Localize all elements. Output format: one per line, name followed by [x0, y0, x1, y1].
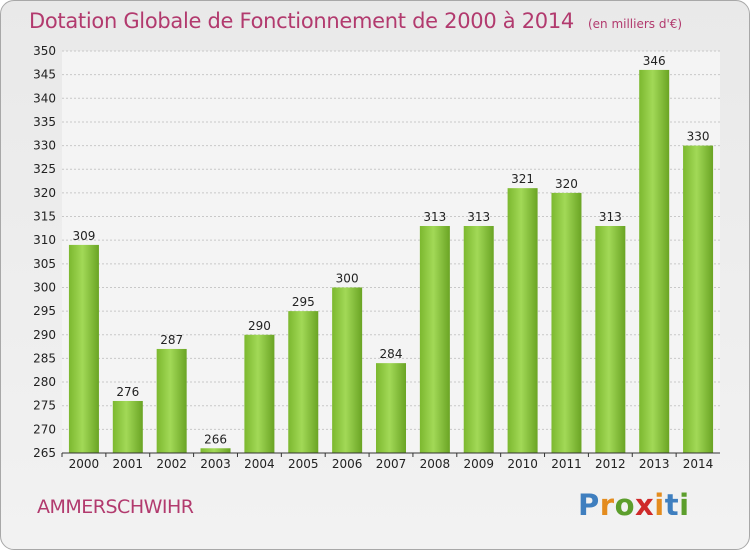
- data-label-2003: 266: [204, 432, 227, 446]
- data-label-2012: 313: [599, 210, 622, 224]
- x-tick-label-2003: 2003: [200, 457, 231, 471]
- y-tick-label: 335: [33, 115, 56, 129]
- logo-letter: x: [635, 488, 655, 522]
- data-label-2011: 320: [555, 177, 578, 191]
- data-label-2009: 313: [467, 210, 490, 224]
- bar-2006: [332, 287, 363, 453]
- y-tick-label: 285: [33, 351, 56, 365]
- bar-2012: [595, 225, 626, 453]
- chart-title-text: Dotation Globale de Fonctionnement de 20…: [29, 9, 574, 33]
- x-tick-label-2002: 2002: [156, 457, 187, 471]
- x-tick-label-2013: 2013: [639, 457, 670, 471]
- x-tick-label-2006: 2006: [332, 457, 363, 471]
- y-tick-label: 305: [33, 257, 56, 271]
- proxiti-logo: Proxiti: [578, 488, 690, 522]
- y-tick-label: 320: [33, 186, 56, 200]
- data-label-2006: 300: [336, 271, 359, 285]
- chart-title: Dotation Globale de Fonctionnement de 20…: [29, 9, 682, 33]
- bar-2007: [376, 363, 406, 453]
- data-labels: 309 276 287 266 290 295 300 284 313 313 321 320 313 3…: [72, 54, 709, 446]
- data-label-2014: 330: [687, 130, 710, 144]
- data-label-2007: 284: [380, 347, 403, 361]
- logo-letter: r: [599, 488, 615, 522]
- x-tick-label-2007: 2007: [376, 457, 407, 471]
- x-tick-label-2008: 2008: [420, 457, 451, 471]
- logo-letter: t: [664, 488, 680, 522]
- x-tick-label-2012: 2012: [595, 457, 626, 471]
- data-label-2005: 295: [292, 295, 315, 309]
- x-tick-label-2000: 2000: [69, 457, 100, 471]
- y-tick-label: 280: [33, 375, 56, 389]
- bar-2003: [200, 448, 231, 453]
- x-tick-label-2005: 2005: [288, 457, 319, 471]
- commune-name: AMMERSCHWIHR: [37, 496, 194, 518]
- bar-2009: [463, 225, 494, 453]
- x-axis-ticks: 2000 2001 2002 2003 2004 2005 2006 2007 2008 2009…: [61, 453, 714, 471]
- logo-letter: P: [578, 488, 600, 522]
- y-tick-label: 295: [33, 304, 56, 318]
- bar-2000: [68, 244, 99, 453]
- y-tick-label: 350: [33, 44, 56, 58]
- x-tick-label-2001: 2001: [113, 457, 144, 471]
- x-tick-label-2014: 2014: [683, 457, 714, 471]
- y-tick-label: 270: [33, 422, 56, 436]
- y-axis-ticks: 265 270 275 280 285 290 295 300 305 310 315 320 325 3…: [33, 44, 56, 460]
- bar-2014: [683, 145, 714, 453]
- data-label-2013: 346: [643, 54, 666, 68]
- bar-2013: [639, 69, 670, 453]
- y-tick-label: 300: [33, 280, 56, 294]
- bars: [68, 69, 714, 453]
- x-tick-label-2011: 2011: [551, 457, 582, 471]
- bar-2004: [244, 334, 275, 453]
- data-label-2001: 276: [116, 385, 139, 399]
- y-tick-label: 330: [33, 139, 56, 153]
- bar-2005: [288, 311, 319, 453]
- y-tick-label: 345: [33, 68, 56, 82]
- x-tick-label-2009: 2009: [463, 457, 494, 471]
- data-label-2010: 321: [511, 172, 534, 186]
- data-label-2008: 313: [423, 210, 446, 224]
- bar-2001: [112, 400, 143, 453]
- bar-2011: [551, 192, 582, 453]
- data-label-2002: 287: [160, 333, 183, 347]
- x-tick-label-2010: 2010: [507, 457, 538, 471]
- y-tick-label: 310: [33, 233, 56, 247]
- y-tick-label: 275: [33, 399, 56, 413]
- y-tick-label: 340: [33, 91, 56, 105]
- data-label-2000: 309: [72, 229, 95, 243]
- y-tick-label: 290: [33, 328, 56, 342]
- data-label-2004: 290: [248, 319, 271, 333]
- x-tick-label-2004: 2004: [244, 457, 275, 471]
- logo-letter: i: [654, 488, 665, 522]
- y-tick-label: 315: [33, 210, 56, 224]
- y-tick-label: 325: [33, 162, 56, 176]
- bar-2008: [419, 225, 450, 453]
- logo-letter: o: [614, 488, 636, 522]
- y-tick-label: 265: [33, 446, 56, 460]
- bar-2002: [156, 348, 187, 453]
- logo-letter: i: [679, 488, 690, 522]
- chart-subtitle: (en milliers d'€): [587, 17, 683, 31]
- bar-2010: [507, 188, 538, 453]
